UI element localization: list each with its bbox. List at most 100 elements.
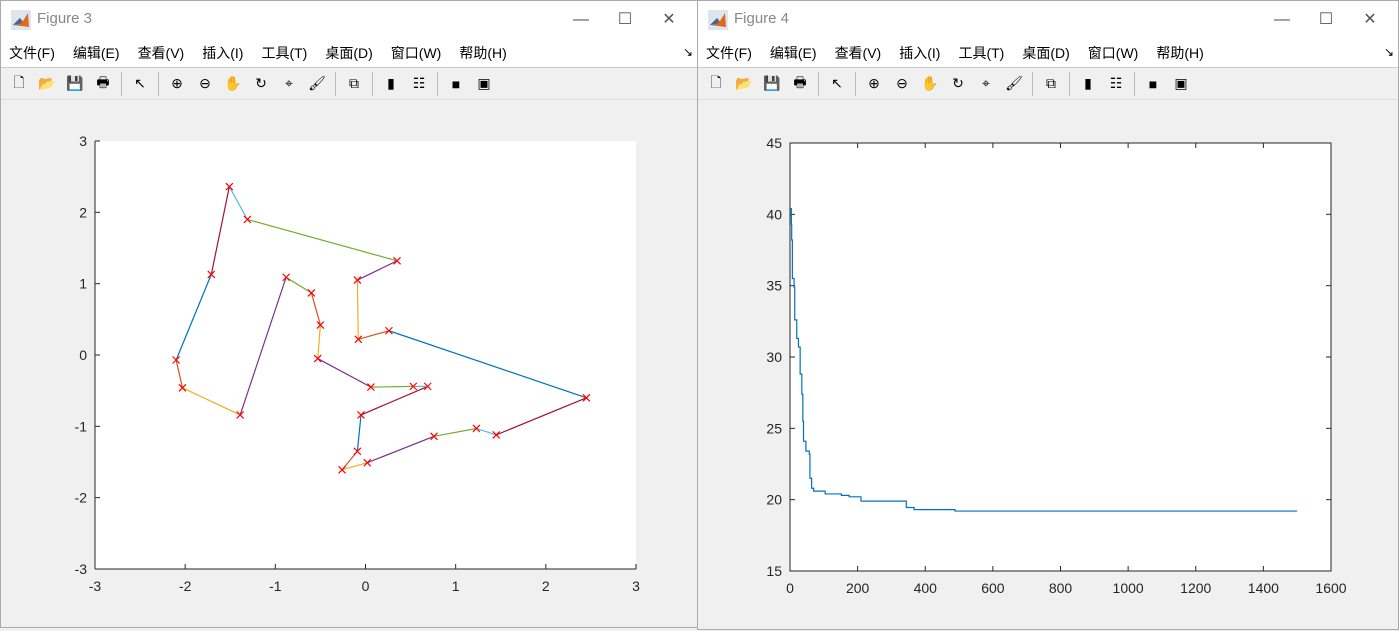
toolbar: 🗋 📂 💾 🖶 ↖ ⊕ ⊖ ✋ ↻ ⌖ 🖌 ⧉ ▮ ☷ ■ ▣ [698,68,1398,100]
x-tick-label: -2 [179,578,192,594]
title-bar: Figure 3 — ☐ ✕ [1,1,697,39]
city-marker [492,430,501,439]
city-marker [207,270,216,279]
show-plot-tools-icon[interactable]: ▣ [477,75,491,91]
plot-area [790,143,1331,571]
route-segment [228,186,248,220]
matlab-logo-icon [708,10,728,30]
close-button[interactable]: ✕ [1363,11,1377,28]
menu-item[interactable]: 工具(T) [261,45,308,61]
menu-item[interactable]: 桌面(D) [325,45,373,61]
x-tick-label: 1600 [1315,580,1346,596]
toolbar-separator [121,71,122,96]
y-tick-label: 30 [766,349,782,365]
route-segment [433,427,477,437]
menu-item[interactable]: 窗口(W) [390,45,442,61]
new-file-icon[interactable]: 🗋 [710,73,722,90]
close-button[interactable]: ✕ [662,11,676,28]
convergence-curve [790,208,1298,512]
link-plot-icon[interactable]: ⧉ [1046,75,1056,91]
menu-item[interactable]: 查看(V) [834,45,882,61]
y-tick-label: 3 [79,133,87,149]
title-bar: Figure 4 — ☐ ✕ [698,1,1398,39]
colorbar-icon[interactable]: ▮ [387,75,395,91]
toolbar-separator [855,71,856,96]
minimize-button[interactable]: — [1274,11,1290,28]
hide-plot-tools-icon[interactable]: ■ [451,75,461,92]
city-marker [353,447,362,456]
route-segment [310,292,321,326]
menu-item[interactable]: 文件(F) [706,45,752,61]
menu-item[interactable]: 文件(F) [9,45,55,61]
pan-hand-icon[interactable]: ✋ [224,75,242,91]
maximize-button[interactable]: ☐ [1318,11,1334,28]
print-icon[interactable]: 🖶 [96,73,110,90]
link-plot-icon[interactable]: ⧉ [349,75,359,91]
route-segment [317,358,372,388]
zoom-out-icon[interactable]: ⊖ [199,75,211,91]
legend-icon[interactable]: ☷ [1109,75,1123,91]
rotate-3d-icon[interactable]: ↻ [952,75,964,91]
menu-item[interactable]: 工具(T) [958,45,1005,61]
menu-item[interactable]: 桌面(D) [1022,45,1070,61]
data-cursor-icon[interactable]: ⌖ [285,75,293,91]
pointer-icon[interactable]: ↖ [134,75,146,91]
city-marker [354,335,363,344]
dock-arrow-icon[interactable]: ↘ [1383,45,1394,59]
save-icon[interactable]: 💾 [66,75,84,91]
plot-area [95,141,636,569]
city-marker [236,410,245,419]
zoom-out-icon[interactable]: ⊖ [896,75,908,91]
menu-item[interactable]: 编辑(E) [769,45,817,61]
y-tick-label: 0 [79,347,87,363]
city-marker [357,410,365,419]
menu-item[interactable]: 编辑(E) [72,45,120,61]
pan-hand-icon[interactable]: ✋ [921,75,939,91]
toolbar-separator [158,71,159,96]
y-tick-label: 40 [766,206,782,222]
legend-icon[interactable]: ☷ [412,75,426,91]
maximize-button[interactable]: ☐ [617,11,633,28]
menu-item[interactable]: 帮助(H) [459,45,507,61]
route-segment [210,186,230,275]
y-tick-label: 35 [766,278,782,294]
pointer-icon[interactable]: ↖ [831,75,843,91]
figure-canvas: 0 200 400 600 800 1000 1200 1400 1600 15 20 25 30 35 4… [766,135,1346,596]
city-marker [178,383,187,392]
data-cursor-icon[interactable]: ⌖ [982,75,990,91]
toolbar-separator [818,71,819,96]
route-segment [370,385,414,388]
window-title: Figure 4 [734,10,790,27]
toolbar-separator [437,71,438,96]
minimize-button[interactable]: — [573,11,589,28]
menu-item[interactable]: 查看(V) [137,45,185,61]
menu-item[interactable]: 插入(I) [202,45,244,61]
zoom-in-icon[interactable]: ⊕ [171,75,183,91]
save-icon[interactable]: 💾 [763,75,781,91]
print-icon[interactable]: 🖶 [793,73,807,90]
toolbar-separator [1134,71,1135,96]
x-tick-label: -3 [89,578,102,594]
route-segment [356,414,362,452]
menu-item[interactable]: 帮助(H) [1156,45,1204,61]
brush-icon[interactable]: 🖌 [308,75,326,91]
route-segment [388,330,587,399]
open-folder-icon[interactable]: 📂 [38,75,56,91]
colorbar-icon[interactable]: ▮ [1084,75,1092,91]
figure-canvas: -3 -2 -1 0 1 2 3 -3 -2 -1 0 1 2 3 [75,133,641,594]
route-segment [360,385,428,416]
route-segment [247,218,398,262]
zoom-in-icon[interactable]: ⊕ [868,75,880,91]
menu-item[interactable]: 窗口(W) [1087,45,1139,61]
show-plot-tools-icon[interactable]: ▣ [1174,75,1188,91]
x-tick-label: 400 [914,580,938,596]
figure-4-window: Figure 4 — ☐ ✕ 文件(F) 编辑(E) 查看(V) 插入(I) 工具(T)… [697,0,1399,630]
city-marker [282,273,291,282]
rotate-3d-icon[interactable]: ↻ [255,75,267,91]
brush-icon[interactable]: 🖌 [1005,75,1023,91]
menu-item[interactable]: 插入(I) [899,45,941,61]
open-folder-icon[interactable]: 📂 [735,75,753,91]
hide-plot-tools-icon[interactable]: ■ [1148,75,1158,92]
new-file-icon[interactable]: 🗋 [13,73,25,90]
dock-arrow-icon[interactable]: ↘ [682,45,693,59]
